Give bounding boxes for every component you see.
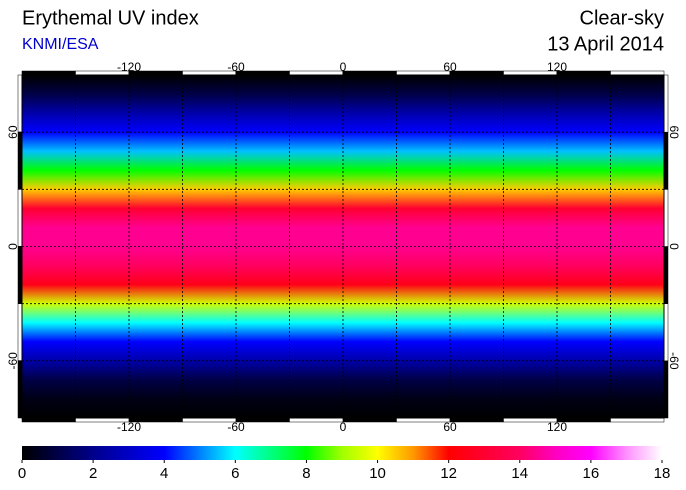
x-tick-label-bottom: 0 xyxy=(340,420,347,434)
x-tick-label-top: -120 xyxy=(117,60,141,74)
y-tick-label-right: -60 xyxy=(667,352,681,370)
y-tick-label-left: 60 xyxy=(6,125,20,139)
y-tick-label-right: 60 xyxy=(667,125,681,139)
frame-segment xyxy=(396,70,451,76)
frame-segment xyxy=(21,417,76,423)
x-tick-label-bottom: 120 xyxy=(547,420,567,434)
x-tick-label-bottom: 60 xyxy=(443,420,457,434)
frame-segment xyxy=(17,189,23,247)
x-tick-label-top: -60 xyxy=(227,60,245,74)
colorbar-tick-label: 16 xyxy=(583,465,600,482)
frame-segment xyxy=(342,417,397,423)
frame-segment xyxy=(610,417,665,423)
frame-segment xyxy=(17,74,23,133)
colorbar-tick-label: 8 xyxy=(302,465,310,482)
frame-segment xyxy=(663,74,669,133)
frame-segment xyxy=(17,246,23,304)
colorbar xyxy=(22,446,662,460)
x-tick-label-bottom: -120 xyxy=(117,420,141,434)
frame-segment xyxy=(663,131,669,190)
frame-segment xyxy=(289,70,344,76)
y-tick-label-right: 0 xyxy=(667,243,681,250)
title: Erythemal UV index xyxy=(22,7,199,29)
colorbar-tick-label: 18 xyxy=(654,465,671,482)
frame-segment xyxy=(610,70,665,76)
x-tick-label-top: 60 xyxy=(443,60,457,74)
frame-segment xyxy=(17,131,23,190)
colorbar-tick-label: 10 xyxy=(369,465,386,482)
x-tick-label-top: 120 xyxy=(547,60,567,74)
colorbar-tick-label: 14 xyxy=(511,465,528,482)
colorbar-tick-label: 6 xyxy=(231,465,239,482)
colorbar-tick-label: 12 xyxy=(440,465,457,482)
frame-segment xyxy=(21,70,76,76)
condition: Clear-sky xyxy=(580,7,664,29)
colorbar-tick-label: 2 xyxy=(89,465,97,482)
x-tick-label-bottom: -60 xyxy=(227,420,245,434)
subtitle: KNMI/ESA xyxy=(22,36,99,53)
frame-segment xyxy=(449,70,504,76)
frame-segment xyxy=(663,246,669,304)
colorbar-tick-label: 4 xyxy=(160,465,168,482)
frame-segment xyxy=(396,417,451,423)
frame-segment xyxy=(342,70,397,76)
frame-segment xyxy=(289,417,344,423)
y-tick-label-left: -60 xyxy=(6,352,20,370)
colorbar-tick-label: 0 xyxy=(18,465,26,482)
date: 13 April 2014 xyxy=(547,33,664,55)
frame-segment xyxy=(663,189,669,247)
y-tick-label-left: 0 xyxy=(6,243,20,250)
frame-segment xyxy=(449,417,504,423)
x-tick-label-top: 0 xyxy=(340,60,347,74)
